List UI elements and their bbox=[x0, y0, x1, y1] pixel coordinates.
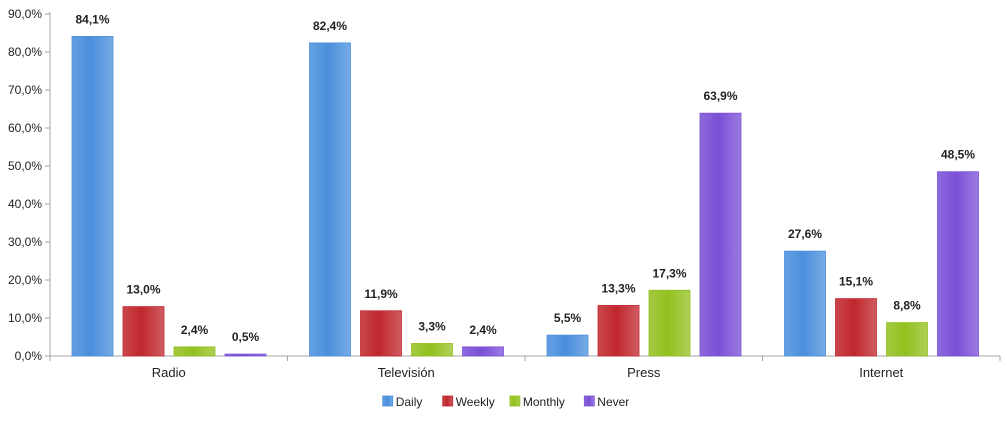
legend: Daily Weekly Monthly Never bbox=[382, 395, 629, 409]
legend-swatch-monthly bbox=[509, 395, 521, 407]
y-tick-label: 40,0% bbox=[8, 197, 42, 211]
data-label: 2,4% bbox=[181, 323, 209, 337]
bar-monthly bbox=[173, 346, 216, 357]
legend-swatch-daily bbox=[382, 395, 394, 407]
data-label: 63,9% bbox=[703, 89, 737, 103]
data-label: 84,1% bbox=[75, 12, 109, 26]
y-tick-label: 10,0% bbox=[8, 311, 42, 325]
data-label: 13,3% bbox=[601, 281, 635, 295]
x-category-label: Press bbox=[627, 365, 661, 380]
bars bbox=[71, 36, 979, 357]
data-labels: 84,1% 82,4% 5,5% 27,6% 13,0% 11,9% 13,3% 15,1% 2… bbox=[75, 12, 975, 344]
y-axis: 0,0% 10,0% 20,0% 30,0% 40,0% 50,0% 60,0% 70,0% 8… bbox=[8, 7, 51, 363]
data-label: 3,3% bbox=[418, 319, 446, 333]
data-label: 27,6% bbox=[788, 227, 822, 241]
y-tick-label: 50,0% bbox=[8, 159, 42, 173]
data-label: 8,8% bbox=[893, 299, 921, 313]
y-tick-label: 0,0% bbox=[15, 349, 43, 363]
legend-label: Never bbox=[597, 395, 629, 409]
x-category-label: Radio bbox=[152, 365, 186, 380]
y-tick-label: 90,0% bbox=[8, 7, 42, 21]
bar-daily bbox=[71, 36, 114, 357]
data-label: 48,5% bbox=[941, 148, 975, 162]
data-label: 82,4% bbox=[313, 19, 347, 33]
data-label: 11,9% bbox=[364, 287, 398, 301]
data-label: 17,3% bbox=[652, 266, 686, 280]
data-label: 13,0% bbox=[126, 283, 160, 297]
bar-monthly bbox=[886, 322, 928, 357]
data-label: 0,5% bbox=[232, 330, 260, 344]
bar-daily bbox=[309, 42, 351, 357]
data-label: 5,5% bbox=[554, 311, 582, 325]
legend-swatch-weekly bbox=[442, 395, 454, 407]
y-tick-label: 30,0% bbox=[8, 235, 42, 249]
y-tick-label: 60,0% bbox=[8, 121, 42, 135]
bar-monthly bbox=[411, 343, 453, 357]
bar-never bbox=[462, 346, 504, 357]
legend-label: Daily bbox=[396, 395, 423, 409]
bar-weekly bbox=[122, 306, 165, 357]
bar-daily bbox=[784, 250, 826, 357]
data-label: 2,4% bbox=[469, 323, 497, 337]
legend-swatch-never bbox=[583, 395, 595, 407]
bar-weekly bbox=[597, 305, 640, 357]
legend-label: Monthly bbox=[523, 395, 565, 409]
bar-never bbox=[937, 171, 979, 357]
y-tick-label: 80,0% bbox=[8, 45, 42, 59]
bar-never bbox=[224, 353, 267, 357]
bar-never bbox=[699, 112, 742, 357]
x-category-label: Televisión bbox=[378, 365, 435, 380]
data-label: 15,1% bbox=[839, 275, 873, 289]
bar-weekly bbox=[835, 298, 877, 357]
y-tick-label: 20,0% bbox=[8, 273, 42, 287]
x-category-label: Internet bbox=[859, 365, 903, 380]
legend-label: Weekly bbox=[456, 395, 495, 409]
bar-weekly bbox=[360, 310, 402, 357]
bar-monthly bbox=[648, 289, 691, 357]
x-axis: Radio Televisión Press Internet bbox=[49, 355, 1001, 380]
y-tick-label: 70,0% bbox=[8, 83, 42, 97]
bar-daily bbox=[546, 334, 589, 357]
